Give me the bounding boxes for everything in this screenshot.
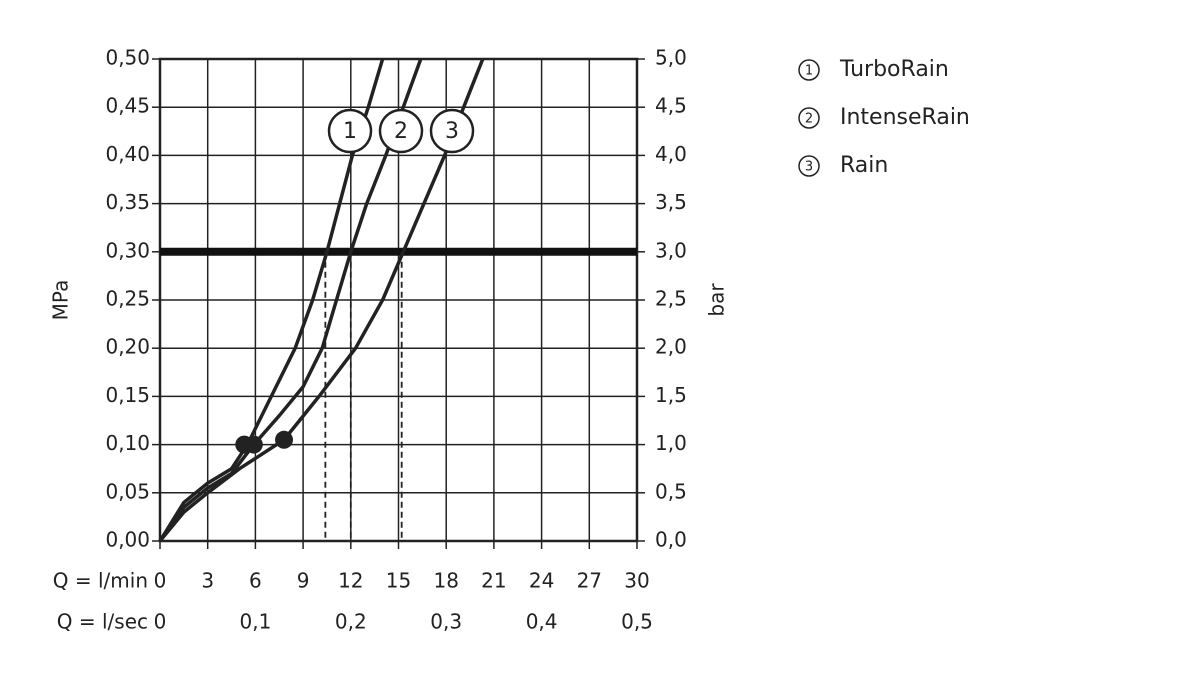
y-tick-label: 0,40 [105,142,150,166]
curve-label-circle [429,108,475,154]
operating-point [275,430,294,449]
operating-point [244,435,263,454]
legend-circle [798,107,820,129]
legend-label: TurboRain [839,57,949,82]
series-line [158,58,485,543]
x2-tick-label: 0,4 [526,610,558,634]
y2-tick-label: 4,0 [655,142,687,166]
x2-tick-label: 0,1 [239,610,271,634]
x-tick-label: 12 [338,569,363,593]
legend-circle [798,155,820,177]
x-tick-label: 15 [386,569,411,593]
series-line [158,58,423,543]
x-tick-label: 21 [481,569,506,593]
y-tick-label: 0,45 [105,94,150,118]
x-tick-label: 30 [624,569,649,593]
x2-tick-label: 0 [154,610,167,634]
legend-label: Rain [840,153,888,178]
y-tick-label: 0,05 [105,479,150,503]
x2-axis-label: Q = l/sec [57,610,148,634]
series-line [158,58,385,542]
y2-tick-label: 2,5 [655,287,687,311]
y2-tick-label: 4,5 [655,94,687,118]
y-tick-label: 0,00 [105,528,150,552]
x-tick-label: 24 [529,569,554,593]
y-tick-label: 0,10 [105,431,150,455]
y2-tick-label: 1,5 [655,383,687,407]
y-tick-label: 0,25 [105,287,150,311]
x-tick-label: 27 [577,569,602,593]
x-tick-label: 3 [201,569,214,593]
plot-frame [158,57,639,543]
legend-number: 2 [805,112,813,127]
x-axis-label: Q = l/min [53,569,148,593]
y2-tick-label: 0,5 [655,479,687,503]
x-tick-label: 6 [249,569,262,593]
curve-label: 2 [394,119,408,144]
x2-tick-label: 0,3 [430,610,462,634]
legend-number: 3 [805,160,813,175]
y2-tick-label: 0,0 [655,528,687,552]
y-axis-label: MPa [49,280,73,321]
x2-tick-label: 0,2 [335,610,367,634]
y-tick-label: 0,30 [105,238,150,262]
x-tick-label: 9 [297,569,310,593]
y-tick-label: 0,50 [105,46,150,70]
legend-number: 1 [805,64,813,79]
y2-tick-label: 2,0 [655,335,687,359]
legend-circle [798,59,820,81]
legend-label: IntenseRain [840,105,970,130]
y2-tick-label: 1,0 [655,431,687,455]
curve-label-circle [378,108,424,154]
x2-tick-label: 0,5 [621,610,653,634]
curve-label: 1 [343,119,357,144]
curve-label: 3 [445,119,459,144]
y2-tick-label: 5,0 [655,46,687,70]
y2-tick-label: 3,5 [655,190,687,214]
x-tick-label: 0 [154,569,167,593]
y-tick-label: 0,20 [105,335,150,359]
x-tick-label: 18 [433,569,458,593]
y-tick-label: 0,15 [105,383,150,407]
y-tick-label: 0,35 [105,190,150,214]
curve-label-circle [327,108,373,154]
y2-axis-label: bar [705,283,729,317]
y2-tick-label: 3,0 [655,238,687,262]
